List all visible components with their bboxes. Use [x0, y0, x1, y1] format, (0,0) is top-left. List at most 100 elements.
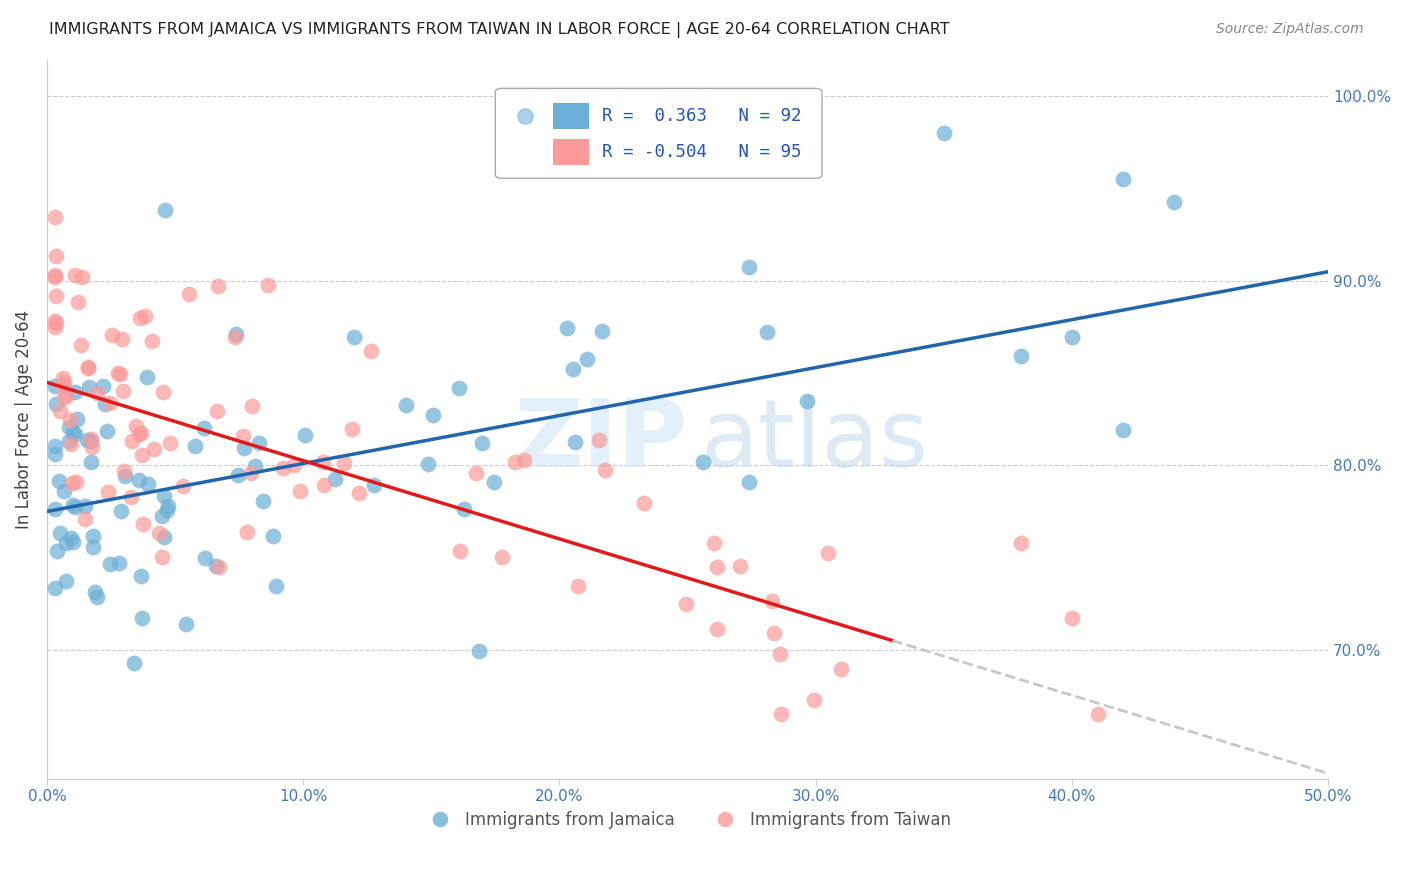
- Point: [194, 551, 217, 566]
- Point: [59, 413, 82, 427]
- Point: [761, 594, 783, 608]
- Point: [224, 330, 246, 344]
- Point: [52, 371, 75, 385]
- Point: [706, 622, 728, 636]
- Point: [555, 320, 578, 334]
- Point: [131, 611, 153, 625]
- Point: [294, 428, 316, 442]
- Point: [60, 437, 83, 451]
- Point: [513, 453, 536, 467]
- Point: [77, 359, 100, 374]
- Point: [65, 385, 87, 400]
- Point: [738, 260, 761, 274]
- Point: [174, 617, 197, 632]
- Point: [111, 332, 134, 346]
- Point: [564, 435, 586, 450]
- Point: [738, 475, 761, 489]
- Point: [817, 546, 839, 560]
- Point: [97, 484, 120, 499]
- Point: [125, 419, 148, 434]
- Point: [44, 582, 66, 596]
- Point: [65, 426, 87, 441]
- Point: [52, 483, 75, 498]
- Point: [231, 429, 253, 443]
- Point: [204, 559, 226, 574]
- Point: [205, 404, 228, 418]
- Point: [159, 436, 181, 450]
- Point: [45, 249, 67, 263]
- Point: [588, 434, 610, 448]
- Point: [225, 327, 247, 342]
- Point: [77, 361, 100, 376]
- Point: [128, 310, 150, 325]
- Point: [262, 529, 284, 543]
- Point: [207, 279, 229, 293]
- Point: [52, 376, 75, 390]
- Point: [75, 512, 97, 526]
- Point: [83, 584, 105, 599]
- Point: [44, 268, 66, 283]
- Point: [93, 379, 115, 393]
- Point: [232, 442, 254, 456]
- Point: [150, 508, 173, 523]
- Point: [55, 389, 77, 403]
- Point: [692, 455, 714, 469]
- Point: [98, 557, 121, 571]
- Point: [101, 328, 124, 343]
- Point: [55, 574, 77, 588]
- Point: [128, 426, 150, 441]
- Point: [132, 517, 155, 532]
- Point: [340, 422, 363, 436]
- Point: [120, 490, 142, 504]
- Point: [134, 310, 156, 324]
- Point: [675, 597, 697, 611]
- Point: [59, 531, 82, 545]
- Point: [416, 458, 439, 472]
- Point: [86, 591, 108, 605]
- Text: IMMIGRANTS FROM JAMAICA VS IMMIGRANTS FROM TAIWAN IN LABOR FORCE | AGE 20-64 COR: IMMIGRANTS FROM JAMAICA VS IMMIGRANTS FR…: [49, 22, 950, 38]
- Point: [247, 436, 270, 450]
- Text: Source: ZipAtlas.com: Source: ZipAtlas.com: [1216, 22, 1364, 37]
- Point: [468, 644, 491, 658]
- Point: [76, 433, 98, 447]
- Point: [67, 295, 90, 310]
- Point: [484, 475, 506, 490]
- Point: [312, 455, 335, 469]
- Bar: [553, 139, 589, 165]
- Point: [110, 504, 132, 518]
- Text: ZIP: ZIP: [515, 395, 688, 487]
- Point: [70, 337, 93, 351]
- Point: [70, 269, 93, 284]
- Point: [803, 693, 825, 707]
- Point: [193, 421, 215, 435]
- Point: [422, 408, 444, 422]
- Point: [128, 473, 150, 487]
- Point: [240, 399, 263, 413]
- Point: [347, 486, 370, 500]
- Point: [471, 436, 494, 450]
- Point: [82, 540, 104, 554]
- Point: [796, 394, 818, 409]
- Point: [172, 479, 194, 493]
- Point: [131, 448, 153, 462]
- Point: [239, 466, 262, 480]
- Point: [157, 500, 180, 514]
- Point: [153, 489, 176, 503]
- Point: [44, 439, 66, 453]
- Point: [235, 525, 257, 540]
- Point: [453, 502, 475, 516]
- Point: [62, 498, 84, 512]
- Point: [769, 647, 792, 661]
- Point: [1163, 194, 1185, 209]
- Point: [44, 397, 66, 411]
- Point: [1060, 330, 1083, 344]
- Point: [314, 478, 336, 492]
- Point: [1010, 349, 1032, 363]
- Point: [1112, 423, 1135, 437]
- Point: [769, 707, 792, 722]
- Point: [80, 440, 103, 454]
- Point: [465, 467, 488, 481]
- Point: [264, 579, 287, 593]
- Point: [45, 316, 67, 330]
- Point: [63, 268, 86, 282]
